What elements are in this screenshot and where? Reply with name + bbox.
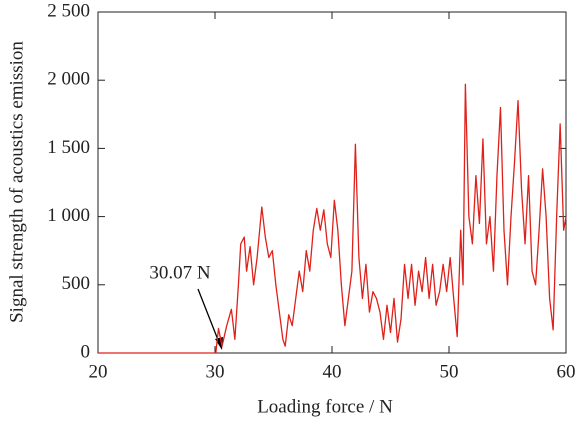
annotation: 30.07 N	[149, 262, 211, 283]
y-tick-label: 1 500	[47, 137, 90, 158]
y-tick-label: 2 500	[47, 0, 90, 21]
x-axis-label: Loading force / N	[257, 396, 393, 417]
x-tick-label: 20	[89, 361, 108, 382]
y-tick-label: 500	[62, 273, 91, 294]
data-line	[98, 83, 567, 354]
y-axis-label: Signal strength of acoustics emission	[6, 41, 27, 323]
plot-frame	[97, 11, 567, 354]
y-tick-label: 0	[81, 341, 91, 362]
annotation-arrow	[197, 288, 221, 346]
x-tick-label: 40	[323, 361, 342, 382]
y-tick-label: 2 000	[47, 69, 90, 90]
x-tick-label: 50	[440, 361, 459, 382]
x-tick-label: 60	[557, 361, 575, 382]
y-tick-label: 1 000	[47, 205, 90, 226]
x-tick-label: 30	[206, 361, 225, 382]
